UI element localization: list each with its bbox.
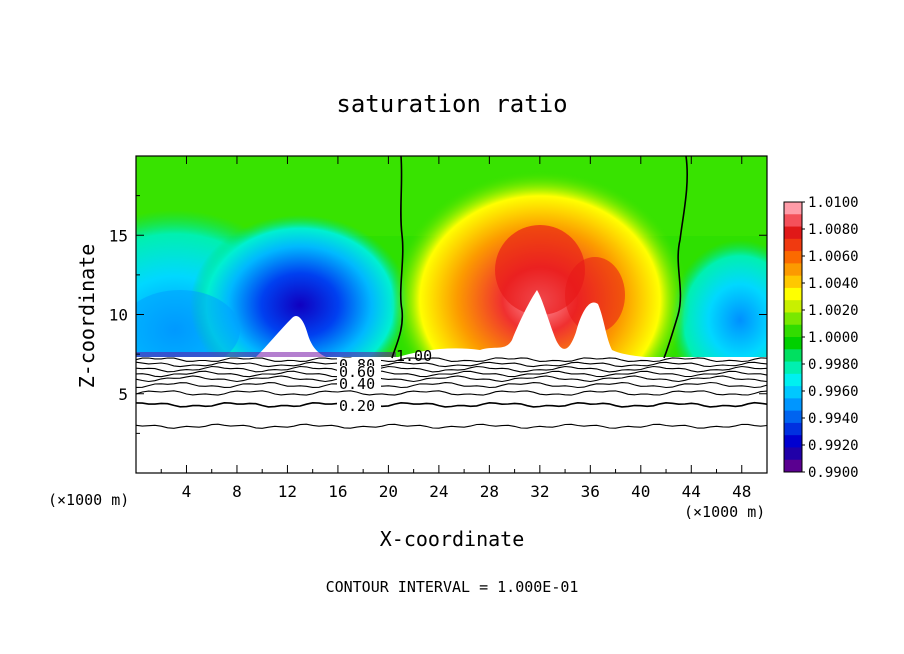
x-tick-label: 16: [328, 482, 347, 501]
colorbar-swatch: [784, 349, 802, 363]
colorbar-swatch: [784, 373, 802, 387]
x-tick-label: 24: [429, 482, 448, 501]
x-tick-label: 12: [278, 482, 297, 501]
contour-line-0.5: [135, 375, 768, 383]
colorbar-swatch: [784, 398, 802, 412]
contour-line-0.6: [135, 370, 768, 378]
field-dry-region-left-core: [136, 290, 240, 370]
field-moist-core-right: [565, 257, 625, 333]
colorbar-swatch: [784, 422, 802, 436]
contour-line-0.8: [135, 361, 768, 368]
x-unit-label-left: (×1000 m): [48, 491, 129, 509]
x-tick-label: 28: [480, 482, 499, 501]
contour-line-0.3: [135, 390, 768, 396]
colorbar-swatch: [784, 459, 802, 473]
colorbar-swatch: [784, 312, 802, 326]
y-tick-label: 15: [109, 226, 128, 245]
colorbar-swatch: [784, 275, 802, 289]
contour-line-0.9: [135, 357, 768, 363]
x-tick-label: 4: [182, 482, 192, 501]
colorbar-label: 0.9980: [808, 357, 859, 373]
colorbar-swatch: [784, 251, 802, 264]
colorbar-swatch: [784, 324, 802, 338]
colorbar-swatch: [784, 226, 802, 240]
colorbar-swatch: [784, 447, 802, 461]
colorbar-swatch: [784, 263, 802, 277]
field-dry-region-center: [190, 215, 410, 395]
colorbar-label: 1.0080: [808, 222, 859, 238]
colorbar-swatch: [784, 214, 802, 228]
colorbar: [783, 201, 803, 473]
y-axis-ticks: 5 10 15: [109, 195, 767, 434]
contour-interval-note: CONTOUR INTERVAL = 1.000E-01: [326, 578, 579, 596]
x-tick-label: 20: [379, 482, 398, 501]
y-tick-label: 5: [118, 385, 128, 404]
colorbar-label: 0.9960: [808, 384, 859, 400]
colorbar-label: 1.0060: [808, 249, 859, 265]
contour-1.00-lines: [391, 155, 688, 359]
chart-title: saturation ratio: [336, 90, 567, 118]
colorbar-swatch: [784, 435, 802, 448]
field-masked-bump-left: [255, 315, 330, 358]
colorbar-label: 1.0040: [808, 276, 859, 292]
y-tick-label: 10: [109, 306, 128, 325]
x-tick-label: 48: [732, 482, 751, 501]
colorbar-label: 1.0100: [808, 195, 859, 211]
x-unit-label-right: (×1000 m): [684, 503, 765, 521]
horizontal-contours: [135, 357, 768, 429]
contour-line-0.4: [135, 381, 768, 389]
colorbar-label: 0.9940: [808, 411, 859, 427]
x-tick-label: 44: [682, 482, 701, 501]
y-axis-label: Z-coordinate: [75, 244, 99, 389]
colorbar-swatch: [784, 337, 802, 350]
contour-1.00-right: [663, 155, 688, 359]
field-moist-core: [495, 225, 585, 315]
colorbar-label: 1.0020: [808, 303, 859, 319]
colorbar-labels: 1.0100 1.0080 1.0060 1.0040 1.0020 1.0000 0.99…: [802, 195, 859, 481]
field-dry-edge: [136, 352, 396, 357]
x-tick-label: 36: [581, 482, 600, 501]
x-tick-label: 32: [530, 482, 549, 501]
colorbar-swatch: [784, 410, 802, 424]
contour-line-0.1: [135, 423, 768, 429]
x-axis-ticks: 4 8 12 16 20 24 28 32 36 40 44 48: [160, 156, 751, 501]
contour-label-1.00: 1.00: [396, 347, 432, 365]
colorbar-swatch: [784, 287, 802, 301]
contour-1.00-left: [391, 155, 404, 359]
colorbar-swatch: [784, 361, 802, 375]
colorbar-swatch: [784, 238, 802, 252]
contour-line-0.2: [135, 401, 768, 408]
colorbar-swatch: [784, 300, 802, 313]
x-axis-label: X-coordinate: [380, 527, 525, 551]
contour-label-0.20: 0.20: [339, 397, 375, 415]
contour-label-0.60: 0.60: [339, 363, 375, 381]
colorbar-swatch: [784, 386, 802, 399]
colorbar-swatch: [784, 202, 802, 215]
colorbar-label: 1.0000: [808, 330, 859, 346]
x-tick-label: 40: [631, 482, 650, 501]
colorbar-label: 0.9900: [808, 465, 859, 481]
contour-labels: 1.00 0.80 0.60 0.40 0.20: [337, 347, 432, 415]
x-tick-label: 8: [232, 482, 242, 501]
colorbar-label: 0.9920: [808, 438, 859, 454]
contour-label-0.40: 0.40: [339, 375, 375, 393]
contour-line-0.7: [135, 365, 768, 373]
